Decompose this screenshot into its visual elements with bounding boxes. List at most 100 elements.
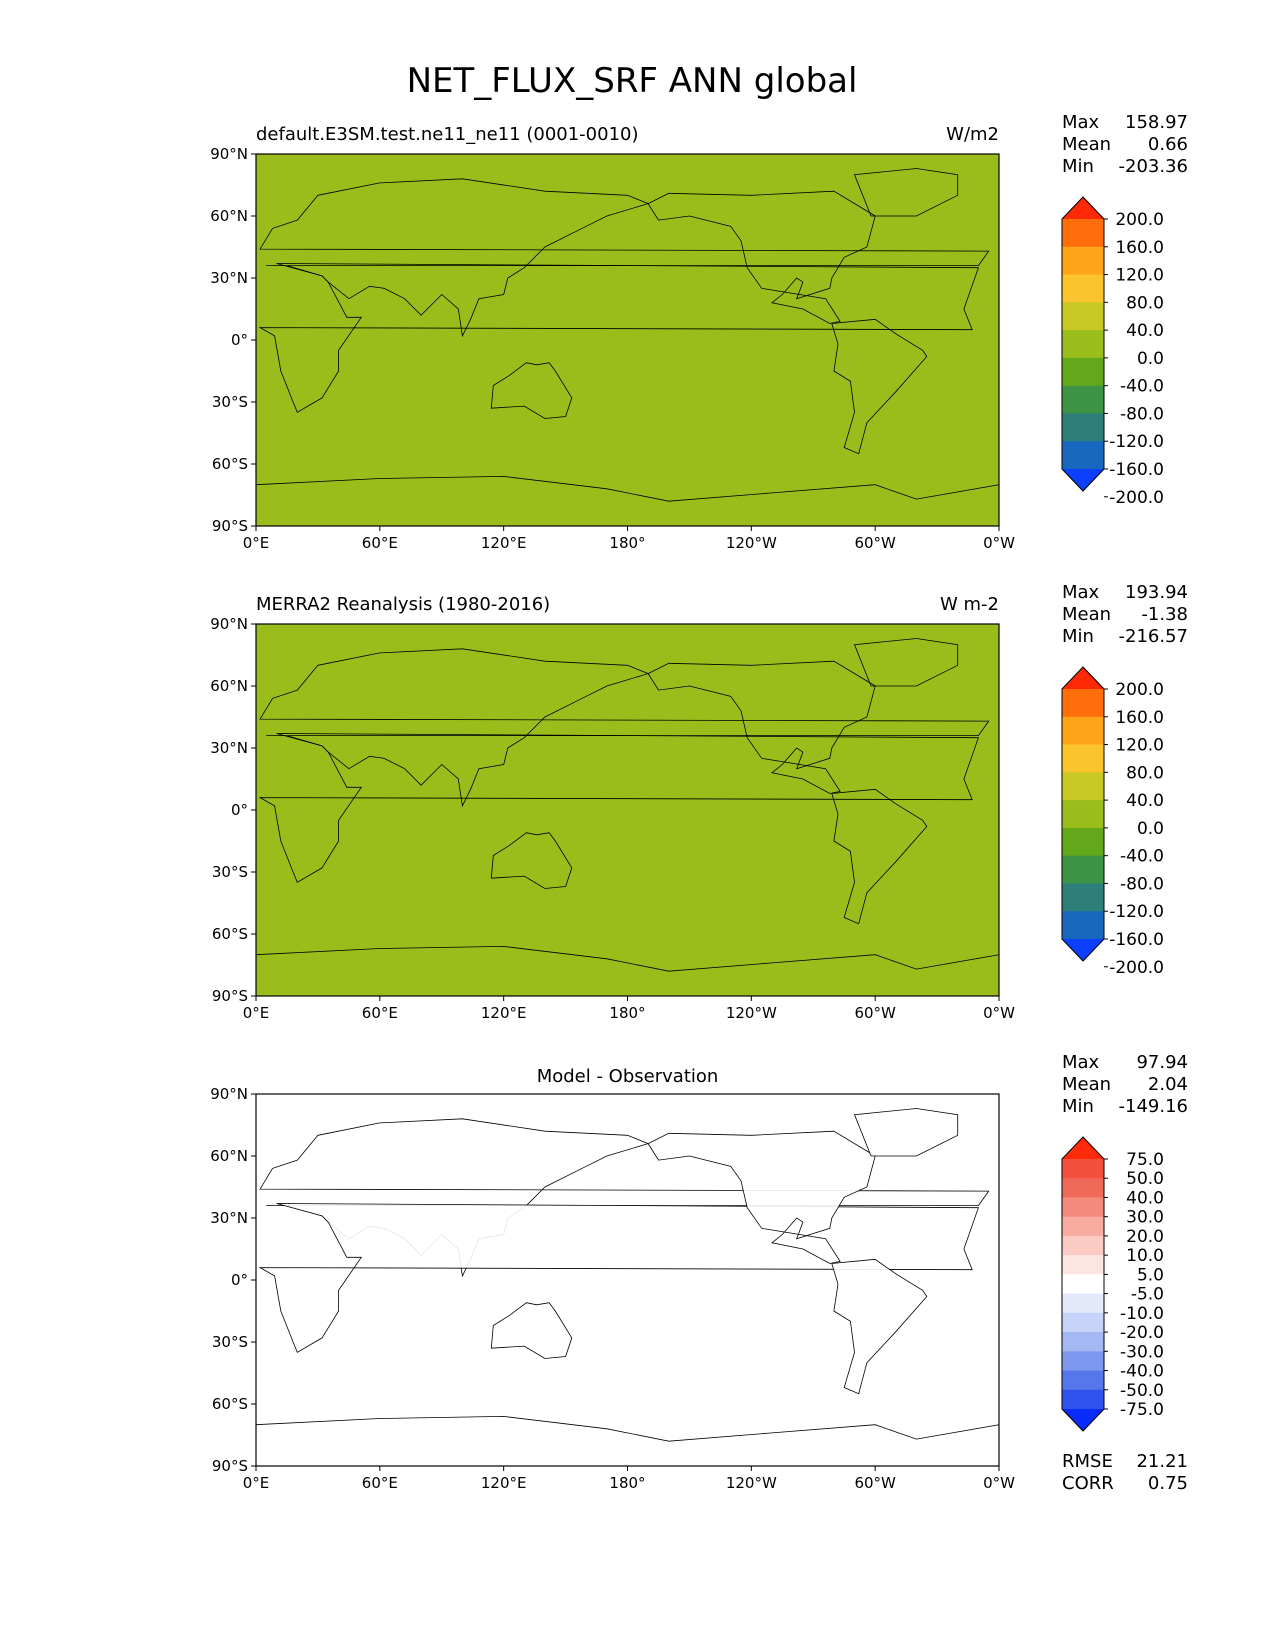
colorbar-tick-label: -200.0 [1109, 488, 1164, 508]
land-outline [853, 1108, 959, 1157]
colorbar-tick-label: -5.0 [1131, 1285, 1164, 1305]
x-tick-label: 60°E [362, 1474, 398, 1492]
colorbar-tick-label: 200.0 [1115, 210, 1164, 230]
metric-label: RMSE [1062, 1451, 1113, 1472]
colorbar-tick-label: -20.0 [1120, 1323, 1164, 1343]
colorbar-swatch [1062, 744, 1104, 773]
colorbar-swatch [1062, 911, 1104, 940]
x-tick-label: 120°E [481, 1474, 527, 1492]
colorbar-tick-label: -80.0 [1120, 874, 1164, 894]
land-outline [490, 1302, 573, 1359]
colorbar-swatch [1062, 413, 1104, 442]
x-tick-label: 0°E [243, 1474, 270, 1492]
x-tick-label: 60°W [854, 1474, 896, 1492]
colorbar-swatch [1062, 1293, 1104, 1314]
colorbar-swatch [1062, 1351, 1104, 1372]
colorbar-tick-label: -200.0 [1109, 958, 1164, 978]
colorbar: 200.0 160.0 120.0 80.0 40.0 0.0 -40.0 -80.0 -120… [1061, 196, 1164, 508]
colorbar-swatch [1062, 330, 1104, 359]
panel-units: W/m2 [946, 124, 999, 145]
metric-value: 21.21 [1136, 1451, 1188, 1472]
colorbar-extend-max [1062, 197, 1104, 219]
stat-value: -216.57 [1119, 626, 1188, 647]
stat-value: 158.97 [1125, 112, 1188, 133]
colorbar-tick-label: 0.0 [1137, 349, 1164, 369]
x-tick-label: 120°W [726, 1004, 777, 1022]
colorbar-swatch [1062, 1332, 1104, 1352]
colorbar-swatch [1062, 1216, 1104, 1237]
land-outline [831, 1258, 928, 1395]
stat-label: Mean [1062, 1074, 1111, 1095]
land-outline [853, 168, 959, 217]
figure-title: NET_FLUX_SRF ANN global [407, 61, 858, 101]
y-tick-label: 30°N [210, 739, 248, 757]
x-tick-label: 180° [609, 1474, 645, 1492]
x-tick-label: 0°W [983, 1004, 1015, 1022]
y-tick-label: 60°N [210, 207, 248, 225]
stat-label: Min [1062, 156, 1094, 177]
y-tick-label: 30°N [210, 1209, 248, 1227]
stat-value: 0.66 [1148, 134, 1188, 155]
panel-title: MERRA2 Reanalysis (1980-2016) [256, 594, 550, 615]
land-outline [490, 832, 573, 889]
metrics-block: RMSE 21.21 CORR 0.75 [1062, 1451, 1188, 1494]
x-tick-label: 180° [609, 1004, 645, 1022]
y-tick-label: 30°S [212, 863, 248, 881]
colorbar-swatch [1062, 246, 1104, 276]
x-tick-label: 0°E [243, 1004, 270, 1022]
colorbar-swatch [1062, 855, 1104, 884]
colorbar-tick-label: 40.0 [1126, 1188, 1164, 1208]
y-tick-label: 0° [231, 801, 248, 819]
colorbar-tick-label: 30.0 [1126, 1208, 1164, 1228]
x-tick-label: 180° [609, 534, 645, 552]
colorbar-tick-label: 160.0 [1115, 708, 1164, 728]
colorbar-tick-label: -160.0 [1109, 930, 1164, 950]
colorbar-tick-label: -40.0 [1120, 847, 1164, 867]
colorbar-swatch [1062, 1389, 1104, 1410]
land-outline [490, 362, 573, 419]
colorbar: 200.0 160.0 120.0 80.0 40.0 0.0 -40.0 -80.0 -120… [1061, 666, 1164, 978]
land-outline [258, 733, 979, 883]
colorbar-tick-label: 120.0 [1115, 736, 1164, 756]
colorbar-tick-label: -80.0 [1120, 404, 1164, 424]
colorbar-tick-label: 40.0 [1126, 321, 1164, 341]
y-tick-label: 30°S [212, 393, 248, 411]
colorbar-swatch [1062, 1255, 1104, 1275]
colorbar-swatch [1062, 441, 1104, 470]
colorbar-tick-label: 80.0 [1126, 763, 1164, 783]
colorbar-swatch [1062, 827, 1104, 857]
colorbar-swatch [1062, 219, 1104, 248]
y-tick-label: 90°N [210, 1085, 248, 1103]
stat-label: Mean [1062, 604, 1111, 625]
colorbar-swatch [1062, 1235, 1104, 1256]
y-tick-label: 0° [231, 1271, 248, 1289]
colorbar-extend-max [1062, 1137, 1104, 1159]
colorbar-tick-label: 75.0 [1126, 1150, 1164, 1170]
colorbar-tick-label: 200.0 [1115, 680, 1164, 700]
colorbar-swatch [1062, 1197, 1104, 1218]
land-outline [259, 648, 990, 808]
x-tick-label: 120°W [726, 1474, 777, 1492]
colorbar-tick-label: 10.0 [1126, 1246, 1164, 1266]
colorbar-tick-label: 20.0 [1126, 1227, 1164, 1247]
land-outline [259, 178, 990, 338]
colorbar-tick-label: 0.0 [1137, 819, 1164, 839]
y-tick-label: 90°N [210, 615, 248, 633]
x-tick-label: 60°W [854, 1004, 896, 1022]
x-tick-label: 60°E [362, 1004, 398, 1022]
map-panel-difference: Model - Observation 0°E 60°E 120°E 180° 120°W… [210, 1052, 1188, 1494]
land-outline [831, 788, 928, 925]
x-tick-label: 120°W [726, 534, 777, 552]
coastlines [255, 1108, 1000, 1467]
colorbar-tick-label: -30.0 [1120, 1342, 1164, 1362]
colorbar-extend-max [1062, 667, 1104, 689]
y-tick-label: 60°N [210, 677, 248, 695]
stats-block: Max 97.94 Mean 2.04 Min -149.16 [1062, 1052, 1188, 1117]
colorbar-swatch [1062, 772, 1104, 801]
colorbar-swatch [1062, 302, 1104, 331]
y-tick-label: 30°S [212, 1333, 248, 1351]
colorbar-swatch [1062, 716, 1104, 746]
panel-title: Model - Observation [537, 1066, 719, 1087]
land-outline [258, 263, 979, 413]
